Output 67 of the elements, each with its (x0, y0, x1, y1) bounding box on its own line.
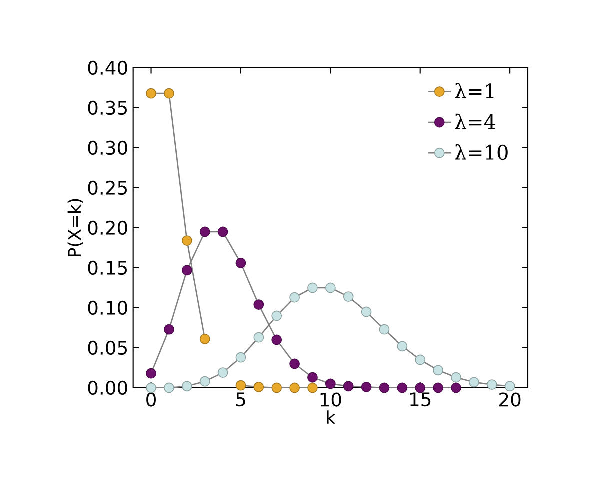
point (272, 334, 282, 346)
point (164, 324, 174, 335)
y-tick-label: 0.00 (88, 380, 128, 396)
y-tick-label: 0.35 (88, 100, 127, 116)
point (200, 226, 210, 238)
point (236, 258, 246, 268)
point (146, 368, 156, 379)
point (218, 368, 228, 378)
point (200, 376, 210, 387)
y-tick-label: 0.10 (88, 300, 128, 316)
point (164, 382, 174, 394)
point (486, 380, 498, 390)
point (451, 382, 462, 394)
point (182, 265, 192, 276)
point (182, 381, 192, 392)
legend-label: λ=1 (455, 83, 494, 99)
point (308, 372, 318, 383)
point (200, 334, 210, 344)
x-axis-title: k (327, 410, 336, 424)
point (218, 226, 228, 238)
point (415, 382, 426, 394)
point (379, 324, 390, 335)
y-tick-label: 0.20 (88, 220, 128, 236)
x-tick-label: 15 (410, 392, 431, 407)
point (290, 292, 300, 303)
x-tick-label: 0 (146, 392, 156, 407)
point (379, 382, 390, 394)
point (343, 381, 354, 392)
x-tick-label: 5 (236, 392, 246, 407)
point (361, 382, 372, 392)
y-axis-title: P(X=k) (68, 199, 84, 257)
point (468, 377, 480, 388)
point (308, 282, 318, 294)
x-tick-label: 10 (320, 392, 342, 407)
point (164, 88, 174, 99)
point (343, 292, 354, 302)
point (325, 378, 336, 390)
point (290, 382, 300, 394)
y-tick-label: 0.25 (88, 180, 127, 196)
y-tick-label: 0.05 (88, 340, 127, 356)
legend-label: λ=10 (455, 144, 508, 160)
y-tick-label: 0.30 (88, 140, 128, 156)
y-tick-label: 0.40 (88, 60, 128, 76)
point (254, 382, 264, 392)
point (146, 88, 156, 99)
point (254, 332, 264, 343)
point (325, 282, 336, 294)
point (236, 352, 246, 363)
point (254, 300, 264, 310)
point (272, 310, 282, 322)
point (415, 354, 426, 366)
point (504, 381, 516, 392)
point (433, 382, 444, 394)
point (236, 380, 246, 391)
y-tick-label: 0.15 (88, 260, 127, 276)
x-tick-label: 20 (500, 392, 521, 407)
point (361, 306, 372, 318)
point (397, 341, 408, 352)
legend-label: λ=4 (455, 114, 496, 130)
point (182, 236, 192, 246)
point (433, 365, 444, 376)
point (308, 382, 318, 394)
point (397, 382, 408, 394)
point (146, 382, 156, 394)
point (290, 358, 300, 370)
point (451, 372, 462, 383)
point (272, 382, 282, 394)
